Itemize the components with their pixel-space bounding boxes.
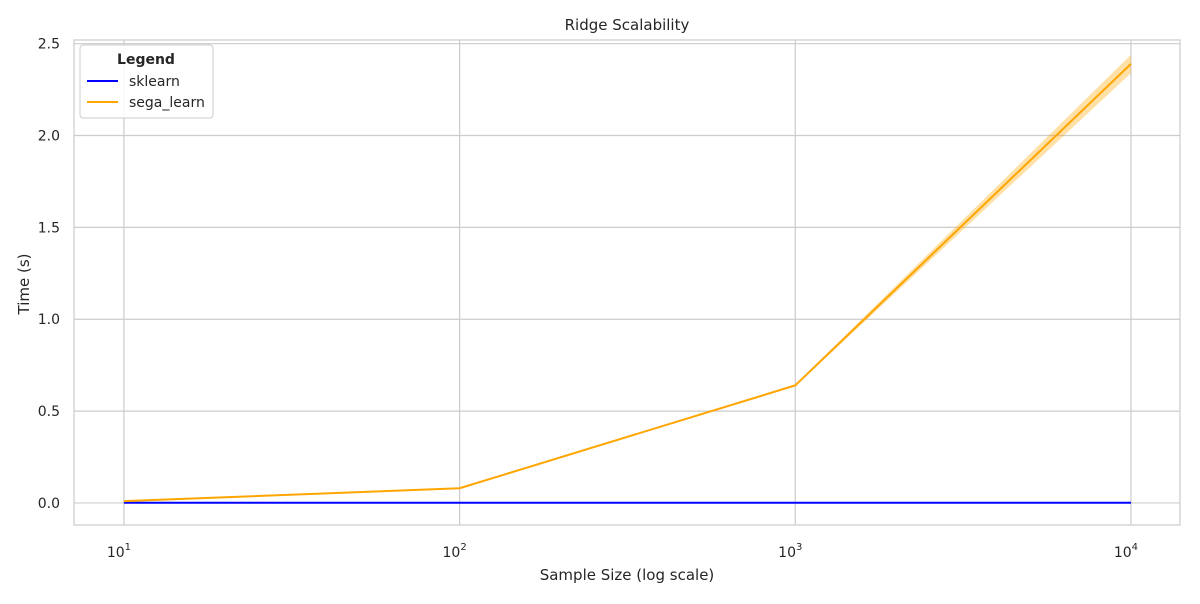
- legend-label-sega-learn: sega_learn: [129, 95, 205, 111]
- y-tick-label: 2.0: [38, 129, 60, 145]
- legend-label-sklearn: sklearn: [129, 74, 180, 90]
- legend: Legend sklearn sega_learn: [79, 44, 214, 119]
- y-tick-label: 0.5: [38, 404, 60, 420]
- plot-area-frame: [73, 39, 1181, 526]
- series-line-sega-learn: [123, 63, 1132, 503]
- x-tick-label: 104: [1114, 542, 1138, 561]
- series-lines: [123, 63, 1132, 504]
- grid: [74, 40, 1180, 525]
- x-tick-label: 102: [443, 542, 467, 561]
- y-axis-label: Time (s): [15, 254, 33, 316]
- legend-box: [79, 44, 214, 119]
- chart-title: Ridge Scalability: [565, 16, 690, 34]
- y-tick-label: 2.5: [38, 37, 60, 53]
- x-tick-label: 103: [778, 542, 802, 561]
- y-tick-label: 1.0: [38, 312, 60, 328]
- x-tick-label: 101: [107, 542, 131, 561]
- y-tick-label: 1.5: [38, 220, 60, 236]
- y-tick-labels: 0.0 0.5 1.0 1.5 2.0 2.5: [38, 37, 60, 512]
- legend-title: Legend: [117, 52, 175, 68]
- y-tick-label: 0.0: [38, 496, 60, 512]
- confidence-band-sega-learn: [123, 54, 1131, 502]
- x-tick-labels: 101 102 103 104: [107, 542, 1138, 561]
- x-axis-label: Sample Size (log scale): [540, 566, 715, 584]
- confidence-bands: [123, 54, 1131, 502]
